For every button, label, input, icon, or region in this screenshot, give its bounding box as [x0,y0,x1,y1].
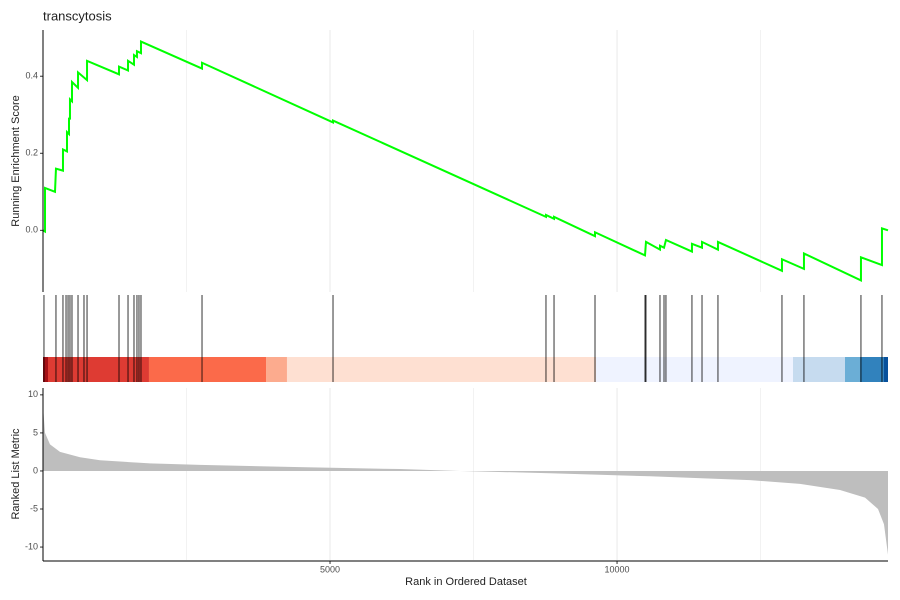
x-tick-label: 10000 [605,564,630,574]
rank-band [43,357,48,382]
rank-band [286,357,596,382]
y-tick-label: 0 [33,465,38,475]
y-tick-label: 0.0 [25,225,38,235]
y-tick-label: 0.4 [25,71,38,81]
rank-band [860,357,884,382]
y-tick-label: 0.2 [25,148,38,158]
y-axis-label: Running Enrichment Score [10,95,22,226]
rank-band [792,357,846,382]
chart-title: transcytosis [43,8,112,23]
y-axis-label: Ranked List Metric [10,428,22,520]
rank-band [266,357,287,382]
rank-band [148,357,267,382]
x-axis-label: Rank in Ordered Dataset [405,576,527,588]
x-tick-label: 5000 [320,564,340,574]
y-tick-label: 5 [33,427,38,437]
y-tick-label: 10 [28,389,38,399]
rank-band [47,357,149,382]
y-tick-label: -5 [30,503,38,513]
metric-area [43,406,888,555]
enrichment-line [42,40,889,283]
rank-band [595,357,793,382]
rank-band [883,357,888,382]
y-tick-label: -10 [25,541,38,551]
rank-band [845,357,861,382]
